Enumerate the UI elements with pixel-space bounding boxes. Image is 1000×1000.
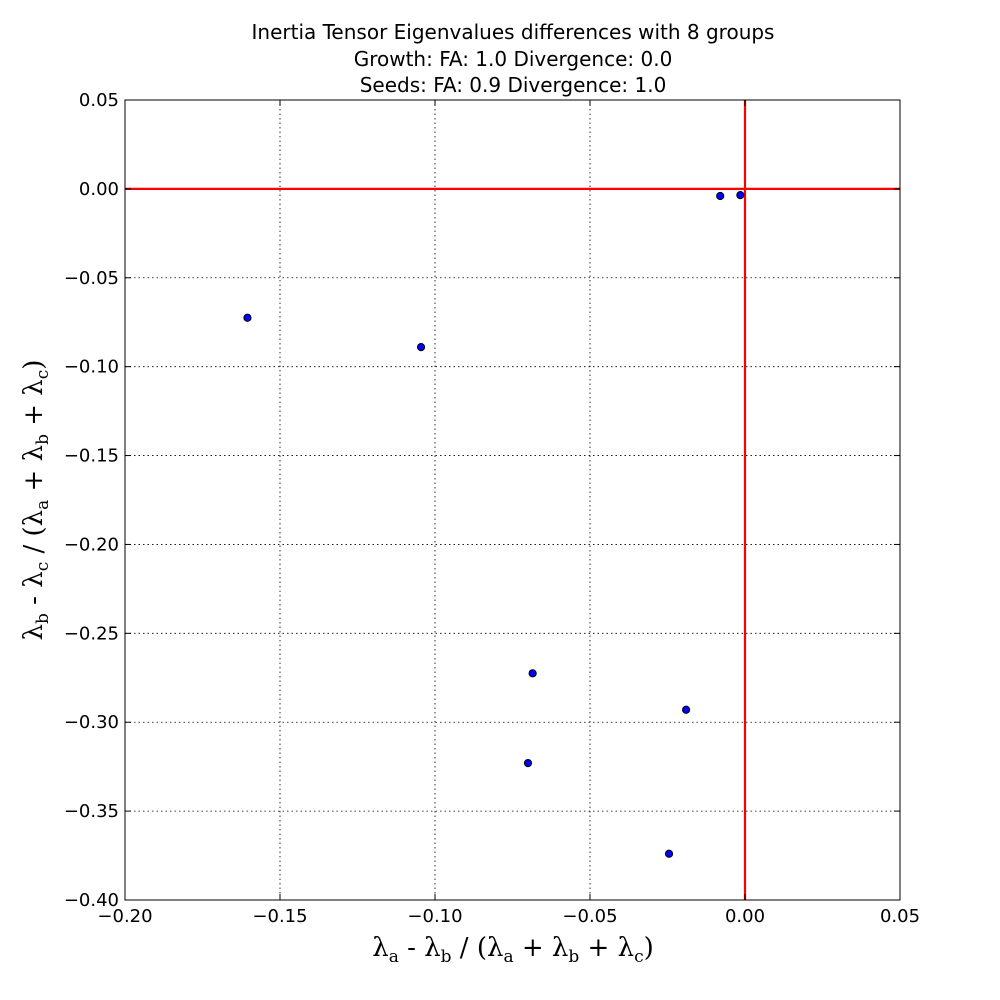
- x-tick-label: −0.10: [407, 906, 462, 927]
- reference-lines: [125, 100, 900, 900]
- x-tick-label: −0.15: [252, 906, 307, 927]
- chart-title: Inertia Tensor Eigenvalues differences w…: [252, 20, 775, 97]
- y-tick-label: −0.40: [64, 890, 119, 911]
- y-tick-label: −0.30: [64, 712, 119, 733]
- grid: [125, 100, 900, 900]
- y-axis-label: λb - λc / (λa + λb + λc): [19, 360, 53, 641]
- x-axis-label: λa - λb / (λa + λb + λc): [372, 933, 654, 967]
- scatter-point: [736, 191, 745, 200]
- data-points: [243, 191, 745, 858]
- x-tick-labels: −0.20 −0.15 −0.10 −0.05 0.00 0.05: [97, 906, 920, 927]
- title-line-2: Growth: FA: 1.0 Divergence: 0.0: [354, 47, 673, 71]
- y-tick-labels: 0.05 0.00 −0.05 −0.10 −0.15 −0.20 −0.25 −0.30 −0…: [64, 90, 119, 911]
- scatter-point: [416, 343, 426, 352]
- title-line-1: Inertia Tensor Eigenvalues differences w…: [252, 20, 775, 44]
- scatter-point: [664, 849, 674, 858]
- scatter-point: [243, 313, 252, 322]
- scatter-point: [528, 669, 537, 678]
- y-tick-label: −0.05: [64, 268, 119, 289]
- y-tick-label: −0.15: [64, 446, 119, 467]
- x-tick-label: −0.05: [562, 906, 617, 927]
- y-tick-label: −0.25: [64, 623, 119, 644]
- y-tick-label: −0.20: [64, 534, 119, 555]
- scatter-point: [716, 191, 725, 201]
- y-tick-label: −0.35: [64, 801, 119, 822]
- tick-marks: [124, 99, 901, 901]
- scatter-point: [682, 705, 691, 714]
- x-tick-label: 0.00: [725, 906, 765, 927]
- y-tick-label: −0.10: [64, 357, 119, 378]
- x-tick-label: −0.20: [97, 906, 152, 927]
- title-line-3: Seeds: FA: 0.9 Divergence: 1.0: [360, 73, 667, 97]
- plot-area-frame: [124, 99, 901, 901]
- scatter-point: [523, 759, 533, 768]
- y-tick-label: 0.00: [79, 179, 119, 200]
- x-tick-label: 0.05: [880, 906, 920, 927]
- y-tick-label: 0.05: [79, 90, 119, 111]
